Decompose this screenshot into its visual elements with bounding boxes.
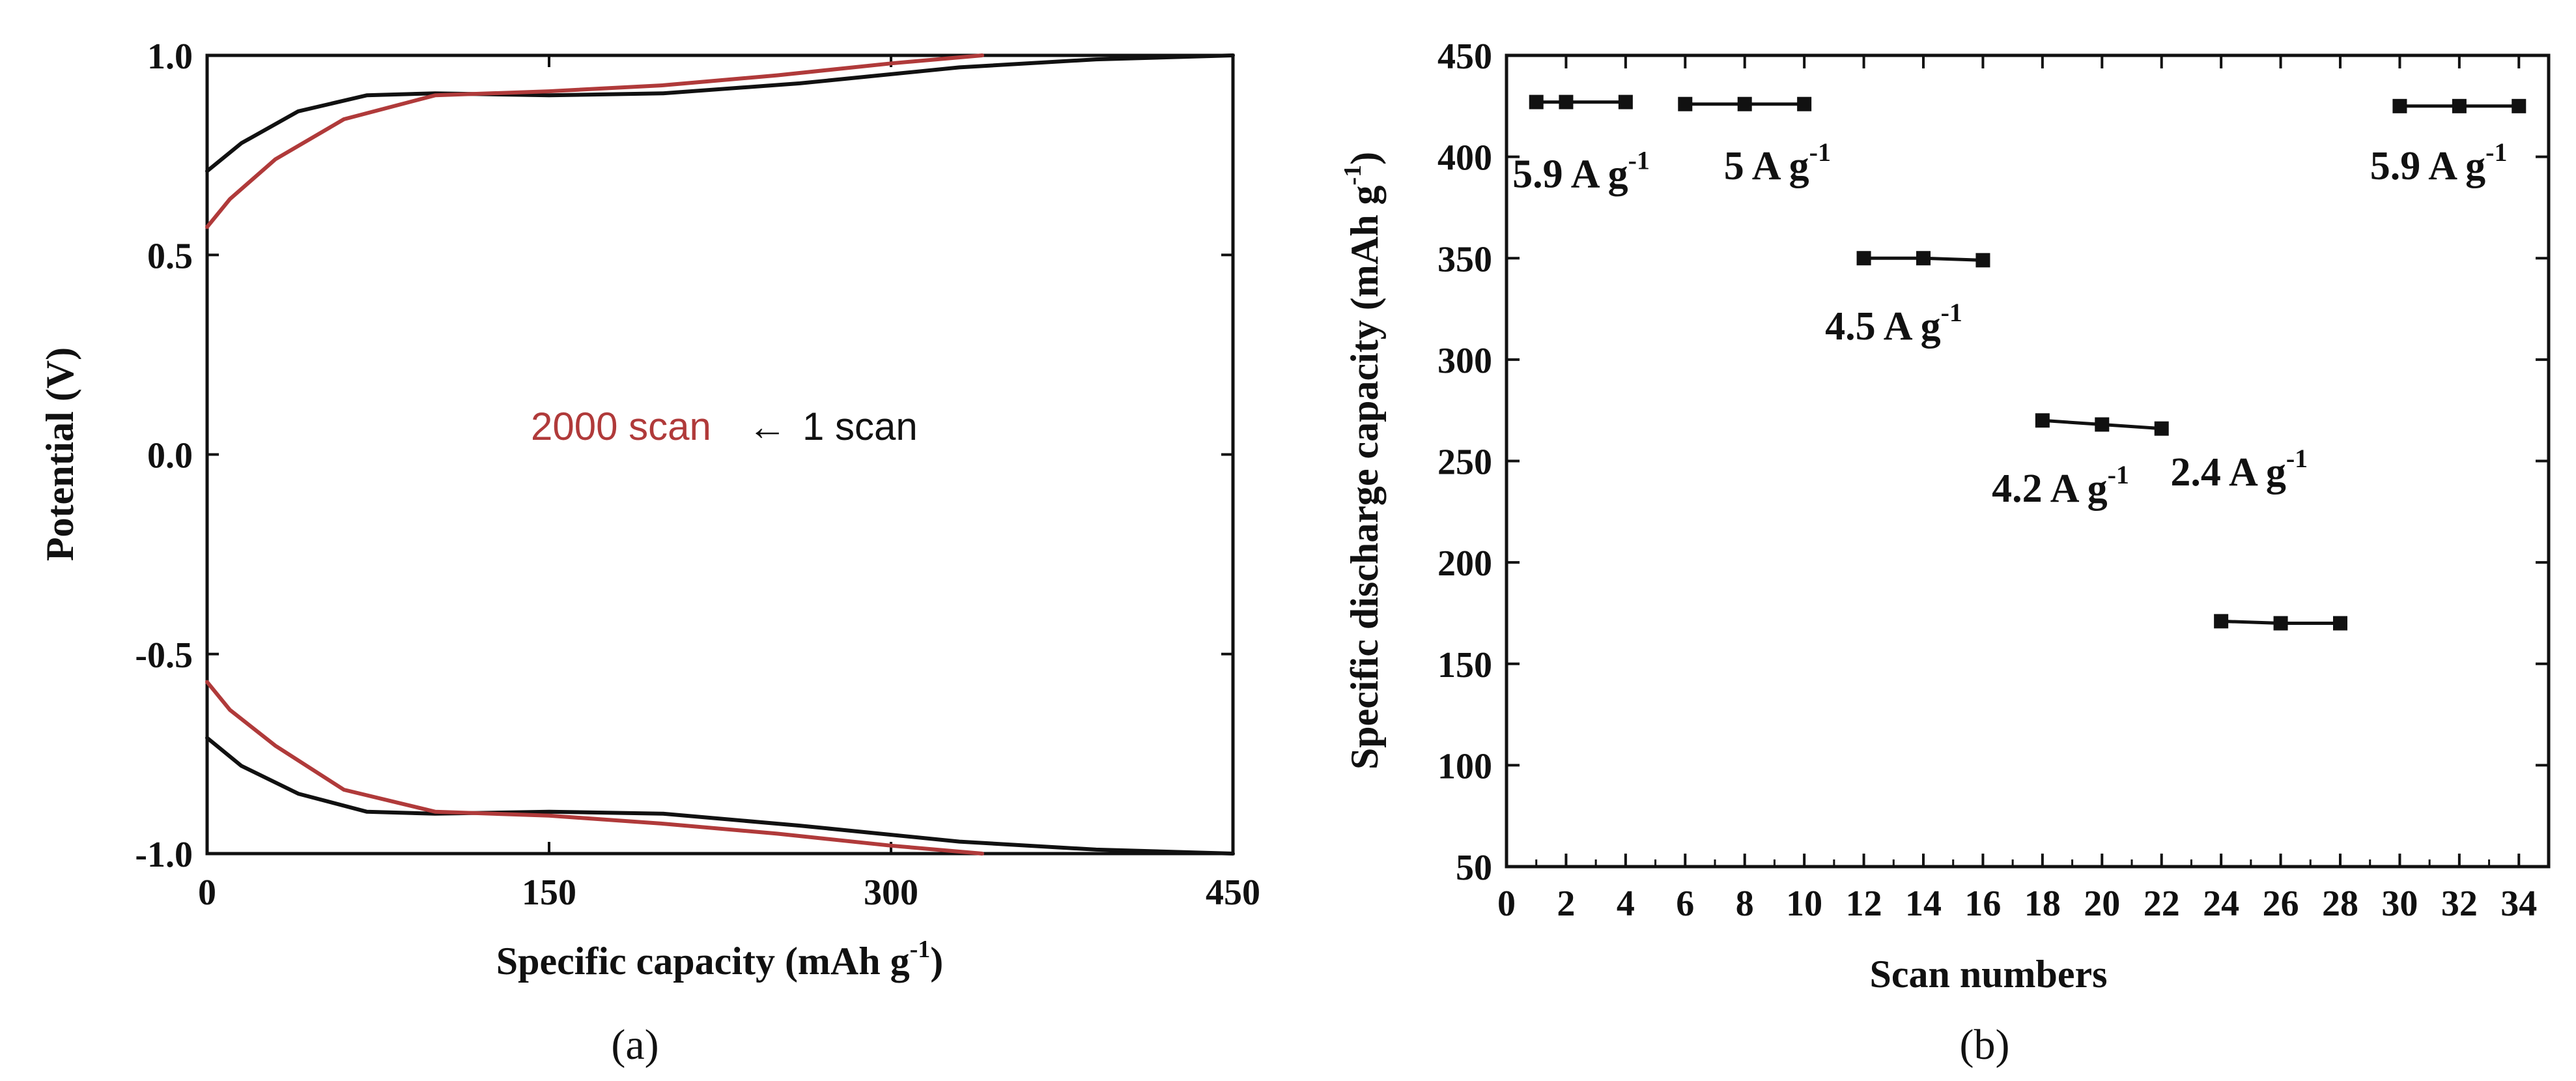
- panel-b-data-point: [2095, 417, 2110, 432]
- panel-a-y-tick-label: 0.0: [147, 436, 193, 476]
- panel-b-x-axis-title: Scan numbers: [1869, 953, 2107, 996]
- panel-b-chart: 0 2 4 6 8 10 12 14 16 18 20 22 24 26 28 30 32 34450400350…: [1339, 36, 2551, 1069]
- panel-b-x-tick-label: 16: [1964, 884, 2001, 924]
- panel-b-x-tick-label: 12: [1846, 884, 1882, 924]
- panel-b-y-tick-label: 400: [1437, 138, 1492, 179]
- panel-b-y-tick-label: 50: [1456, 848, 1492, 888]
- panel-b-rate-label: 4.2 A g-1: [1992, 460, 2129, 511]
- panel-b-data-point: [2512, 98, 2526, 113]
- panel-b-x-tick-label: 10: [1786, 884, 1822, 924]
- panel-a-x-axis-title: Specific capacity (mAh g-1): [496, 936, 944, 983]
- panel-b-data-point: [1737, 96, 1752, 111]
- panel-b-y-tick-label: 100: [1437, 746, 1492, 786]
- panel-b-data-point: [2214, 614, 2229, 629]
- panel-b-data-point: [2392, 98, 2407, 113]
- panel-b-y-tick-label: 350: [1437, 239, 1492, 280]
- panel-b-data-point: [2035, 413, 2050, 428]
- panel-a-series-2000-scan-charge-line: [205, 53, 984, 229]
- panel-b-x-tick-label: 4: [1617, 884, 1635, 924]
- panel-b-data-point: [1559, 94, 1574, 109]
- panel-a-y-tick-label: 1.0: [147, 36, 193, 77]
- panel-b-x-tick-label: 2: [1557, 884, 1575, 924]
- panel-a-x-tick-label: 150: [522, 872, 576, 913]
- panel-a-red-label: 2000 scan: [531, 405, 711, 448]
- panel-a-series-2000-scan-discharge-line: [205, 680, 984, 856]
- panel-a-x-tick-label: 300: [864, 872, 918, 913]
- panel-b-rate-label: 5.9 A g-1: [2370, 137, 2508, 188]
- panel-a-y-tick-label: -1.0: [135, 835, 193, 875]
- panel-b-x-tick-label: 14: [1905, 884, 1942, 924]
- panel-b-data-point: [1975, 253, 1990, 268]
- panel-b-x-tick-label: 6: [1676, 884, 1694, 924]
- panel-a-y-axis-title: Potential (V): [38, 347, 81, 561]
- panel-b-y-axis-title: Specific discharge capacity (mAh g-1): [1339, 152, 1386, 770]
- panel-b-x-tick-label: 20: [2084, 884, 2120, 924]
- panel-a-series-1-scan-charge-line: [205, 53, 1235, 173]
- panel-a-x-tick-label: 450: [1206, 872, 1260, 913]
- panel-a-x-tick-label: 0: [198, 872, 216, 913]
- panel-b-y-tick-label: 300: [1437, 341, 1492, 381]
- panel-b-rate-label: 4.5 A g-1: [1825, 298, 1962, 349]
- panel-b-x-tick-label: 18: [2024, 884, 2061, 924]
- panel-b-data-point: [2154, 421, 2169, 436]
- panel-a-black-label: 1 scan: [802, 405, 918, 448]
- panel-a-plot-frame: [205, 53, 1235, 856]
- panel-b-label: (b): [1960, 1021, 2010, 1069]
- panel-a-y-tick-label: 0.5: [147, 236, 193, 276]
- panel-b-x-tick-label: 26: [2263, 884, 2299, 924]
- panel-a-series-1-scan-discharge-line: [205, 736, 1235, 856]
- panel-b-data-point: [2333, 616, 2347, 631]
- panel-b-y-tick-label: 200: [1437, 543, 1492, 584]
- panel-b-data-point: [2452, 98, 2467, 113]
- panel-b-x-tick-label: 24: [2203, 884, 2239, 924]
- panel-b-x-tick-label: 22: [2144, 884, 2180, 924]
- panel-b-data-point: [1916, 251, 1931, 266]
- panel-b-y-tick-label: 450: [1437, 36, 1492, 77]
- panel-a-y-tick-label: -0.5: [135, 635, 193, 676]
- panel-b-data-point: [1678, 96, 1693, 111]
- panel-a-arrow: ←: [748, 405, 787, 448]
- panel-b-data-point: [1618, 94, 1633, 109]
- panel-a-label: (a): [611, 1021, 658, 1069]
- panel-b-data-point: [1529, 94, 1544, 109]
- panel-b-x-tick-label: 28: [2322, 884, 2358, 924]
- panel-b-y-tick-label: 150: [1437, 645, 1492, 685]
- panel-b-data-point: [2273, 616, 2288, 631]
- panel-b-data-point: [1797, 96, 1812, 111]
- panel-b-data-point: [1856, 251, 1871, 266]
- panel-b-rate-label: 2.4 A g-1: [2170, 444, 2308, 495]
- panel-b-rate-label: 5.9 A g-1: [1512, 145, 1650, 196]
- panel-b-x-tick-label: 32: [2441, 884, 2478, 924]
- panel-b-x-tick-label: 34: [2500, 884, 2537, 924]
- panel-b-x-tick-label: 30: [2381, 884, 2418, 924]
- panel-b-y-tick-label: 250: [1437, 442, 1492, 483]
- panel-b-rate-label: 5 A g-1: [1724, 137, 1831, 188]
- panel-b-x-tick-label: 8: [1736, 884, 1754, 924]
- panel-b-x-tick-label: 0: [1497, 884, 1516, 924]
